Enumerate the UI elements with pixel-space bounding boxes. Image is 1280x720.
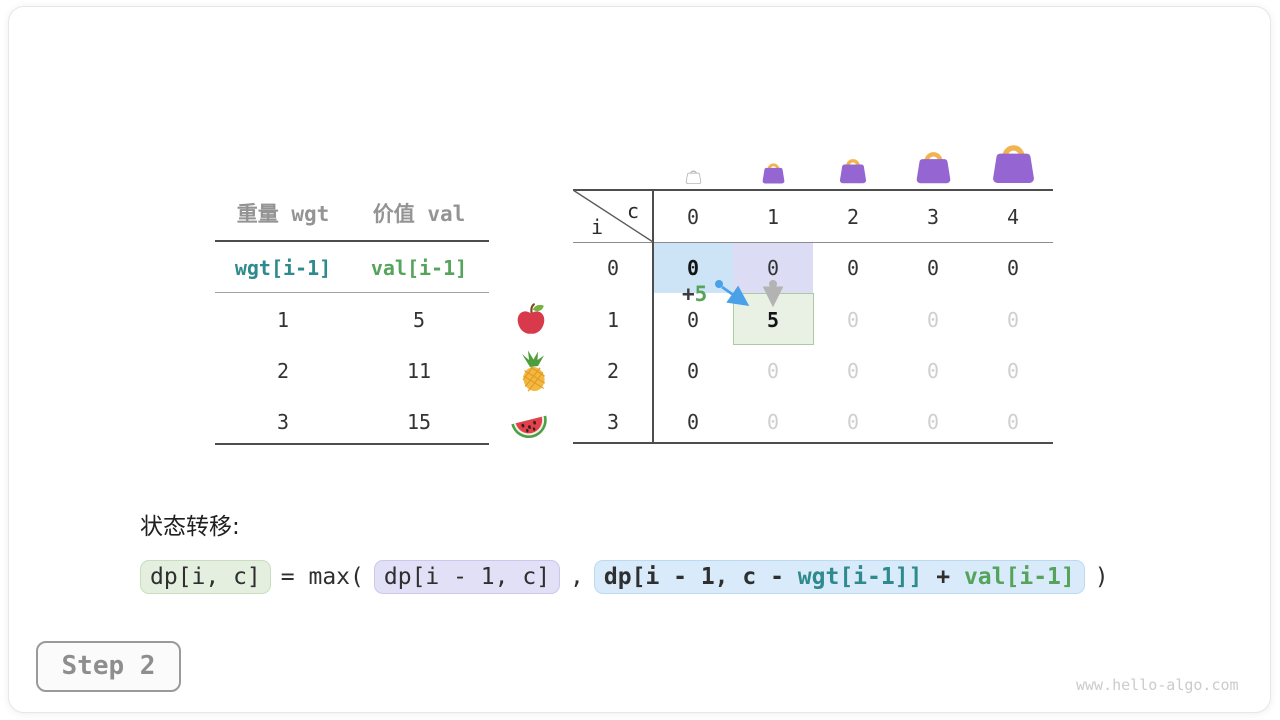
dp-cell: 0 — [926, 359, 940, 383]
dp-row-header: 3 — [606, 410, 620, 434]
formula-eq-max: = max( — [280, 564, 364, 590]
item-value: 11 — [406, 359, 432, 383]
pineapple-icon — [522, 350, 546, 392]
apple-icon — [517, 303, 545, 334]
formula-arg2: dp[i - 1, c - wgt[i-1]] + val[i-1] — [593, 560, 1085, 594]
step-badge: Step 2 — [36, 641, 181, 692]
formula-arg1: dp[i - 1, c] — [373, 560, 561, 594]
item-value: 5 — [412, 308, 426, 332]
formula-lhs: dp[i, c] — [140, 560, 271, 594]
corner-row-var: i — [590, 215, 604, 239]
item-value: 15 — [406, 410, 432, 434]
bag-icon-2 — [838, 155, 868, 184]
dp-cell: 0 — [846, 308, 860, 332]
items-table-mid-rule — [215, 292, 489, 293]
bag-icon-3 — [914, 147, 953, 184]
formula-arg2-plus: + — [922, 564, 964, 590]
dp-col-header: 2 — [846, 205, 860, 229]
arrow-down-icon — [762, 280, 784, 308]
formula-arg2-val: val[i-1] — [963, 564, 1075, 590]
dp-cell: 0 — [846, 256, 860, 280]
item-weight: 1 — [276, 308, 290, 332]
item-weight: 3 — [276, 410, 290, 434]
dp-cell: 0 — [766, 359, 780, 383]
watermark: www.hello-algo.com — [1076, 676, 1239, 694]
value-code-label: val[i-1] — [370, 256, 468, 280]
item-weight: 2 — [276, 359, 290, 383]
annotation-value: 5 — [694, 282, 708, 306]
dp-col-header: 0 — [686, 205, 700, 229]
bag-icon-4 — [990, 139, 1037, 184]
items-table-bottom-rule — [215, 443, 489, 445]
dp-header-rule — [573, 242, 1053, 243]
dp-cell: 0 — [1006, 410, 1020, 434]
formula-arg2-prefix: dp[i - 1, c - — [603, 564, 798, 590]
dp-cell: 0 — [1006, 308, 1020, 332]
dp-cell: 0 — [926, 308, 940, 332]
dp-cell: 0 — [766, 410, 780, 434]
dp-cell: 0 — [846, 410, 860, 434]
formula-comma: , — [570, 564, 584, 590]
watermelon-icon — [511, 415, 547, 439]
dp-cell: 0 — [1006, 256, 1020, 280]
corner-col-var: c — [626, 199, 640, 223]
annotation-plus: + — [682, 282, 695, 306]
dp-cell: 0 — [926, 256, 940, 280]
transition-annotation: +5 — [682, 281, 707, 307]
transition-formula: dp[i, c] = max( dp[i - 1, c] , dp[i - 1,… — [140, 560, 1109, 594]
dp-cell: 0 — [686, 308, 700, 332]
dp-bottom-rule — [573, 442, 1053, 444]
items-value-header: 价值 val — [372, 202, 466, 226]
transition-title: 状态转移: — [140, 514, 240, 540]
items-table-top-rule — [215, 240, 489, 242]
dp-vertical-rule — [652, 190, 654, 443]
bag-empty-icon — [685, 168, 702, 184]
canvas-card — [8, 6, 1271, 713]
transition-arrows — [715, 280, 784, 308]
bag-icon-1 — [761, 160, 786, 184]
dp-col-header: 3 — [926, 205, 940, 229]
dp-row-header: 2 — [606, 359, 620, 383]
dp-cell: 0 — [926, 410, 940, 434]
dp-cell: 0 — [766, 256, 780, 280]
dp-col-header: 1 — [766, 205, 780, 229]
corner-diagonal — [573, 190, 653, 242]
dp-cell: 0 — [686, 410, 700, 434]
dp-row-header: 1 — [606, 308, 620, 332]
weight-code-label: wgt[i-1] — [234, 256, 332, 280]
dp-row-header: 0 — [606, 256, 620, 280]
dp-col-header: 4 — [1006, 205, 1020, 229]
dp-cell: 5 — [766, 308, 780, 332]
dp-cell: 0 — [846, 359, 860, 383]
dp-top-rule — [573, 189, 1053, 191]
formula-close: ) — [1094, 564, 1109, 590]
formula-arg2-wgt: wgt[i-1]] — [797, 564, 923, 590]
dp-cell: 0 — [686, 256, 700, 280]
dp-cell: 0 — [686, 359, 700, 383]
arrow-diagonal-icon — [715, 280, 750, 306]
dp-cell: 0 — [1006, 359, 1020, 383]
items-weight-header: 重量 wgt — [236, 202, 330, 226]
